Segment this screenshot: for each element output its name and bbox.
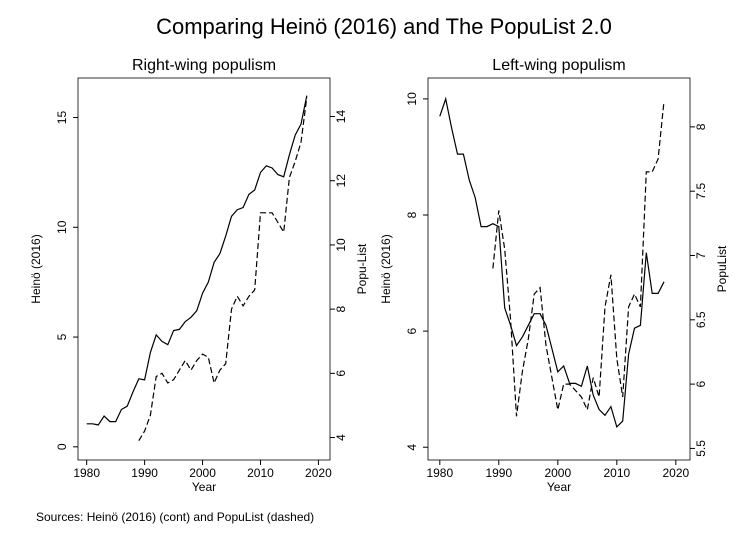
y-tick-label: 4 <box>405 444 419 451</box>
y-tick-label: 15 <box>55 111 69 125</box>
x-tick-label: 2000 <box>544 466 571 480</box>
series-line <box>138 97 308 442</box>
y-tick-label: 8 <box>405 211 419 218</box>
y2-tick-label: 8 <box>334 305 348 312</box>
plot-frame <box>427 77 691 461</box>
x-tick-label: 2020 <box>662 466 689 480</box>
y-tick-label: 0 <box>55 443 69 450</box>
y-tick-label: 6 <box>405 327 419 334</box>
y2-tick-label: 4 <box>334 434 348 441</box>
series-line <box>86 95 308 426</box>
x-tick-label: 1990 <box>131 466 158 480</box>
y2-tick-label: 10 <box>334 238 348 252</box>
y2-tick-label: 6 <box>694 380 708 387</box>
panel-title: Right-wing populism <box>132 57 276 74</box>
y-axis-label: Heinö (2016) <box>29 234 43 303</box>
y-axis-label: Heinö (2016) <box>379 234 393 303</box>
y2-tick-label: 5.5 <box>694 440 708 457</box>
y2-tick-label: 7 <box>694 252 708 259</box>
x-tick-label: 2010 <box>247 466 274 480</box>
y-tick-label: 10 <box>55 220 69 234</box>
x-tick-label: 2020 <box>305 466 332 480</box>
series-line <box>492 101 665 417</box>
plot-frame <box>77 77 331 461</box>
y2-axis-label: Popu-List <box>355 243 369 294</box>
y2-tick-label: 6 <box>334 370 348 377</box>
y-tick-label: 5 <box>55 333 69 340</box>
series-line <box>439 96 665 429</box>
y2-tick-label: 8 <box>694 123 708 130</box>
y2-tick-label: 7.5 <box>694 183 708 200</box>
x-tick-label: 1990 <box>485 466 512 480</box>
y2-tick-label: 14 <box>334 110 348 124</box>
x-axis-label: Year <box>192 480 216 494</box>
y-tick-label: 10 <box>405 92 419 106</box>
x-tick-label: 1980 <box>426 466 453 480</box>
x-tick-label: 1980 <box>73 466 100 480</box>
source-note: Sources: Heinö (2016) (cont) and PopuLis… <box>36 510 314 524</box>
figure-title: Comparing Heinö (2016) and The PopuList … <box>156 14 612 39</box>
x-axis-label: Year <box>547 480 571 494</box>
x-tick-label: 2000 <box>189 466 216 480</box>
panel-title: Left-wing populism <box>492 57 625 74</box>
y2-tick-label: 12 <box>334 174 348 188</box>
y2-tick-label: 6.5 <box>694 311 708 328</box>
x-tick-label: 2010 <box>603 466 630 480</box>
y2-axis-label: PopuList <box>715 245 729 292</box>
